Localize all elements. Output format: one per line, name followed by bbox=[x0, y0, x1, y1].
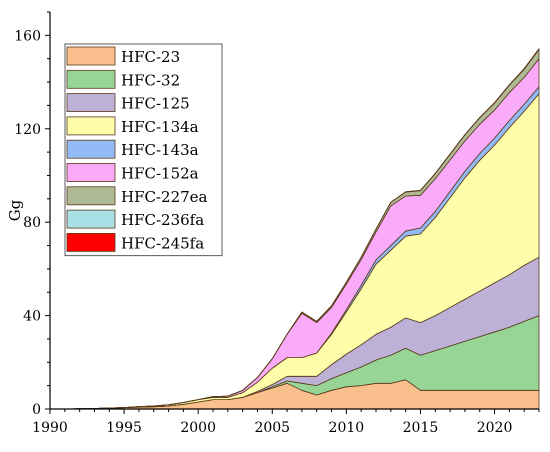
legend-label: HFC-143a bbox=[121, 141, 199, 159]
y-tick-label: 0 bbox=[32, 402, 41, 418]
legend-swatch bbox=[66, 69, 116, 89]
legend-swatch bbox=[66, 163, 116, 182]
legend-swatch bbox=[66, 46, 116, 66]
legend-label: HFC-125 bbox=[121, 95, 190, 113]
area-series-group bbox=[49, 48, 540, 410]
y-tick-label: 160 bbox=[14, 28, 41, 44]
y-tick-label: 80 bbox=[23, 215, 41, 231]
x-tick-label: 1995 bbox=[106, 420, 142, 436]
x-tick-label: 2015 bbox=[403, 420, 439, 436]
legend: HFC-23 HFC-32 HFC-125 HFC-134a HFC-143a HFC-1… bbox=[64, 43, 223, 257]
legend-label: HFC-134a bbox=[121, 118, 199, 136]
legend-label: HFC-245fa bbox=[121, 234, 204, 252]
x-tick-label: 1990 bbox=[32, 420, 68, 436]
x-tick-label: 2000 bbox=[180, 420, 216, 436]
legend-swatch bbox=[66, 116, 116, 136]
legend-swatch bbox=[66, 232, 116, 252]
legend-swatch bbox=[66, 93, 116, 112]
x-tick-label: 2005 bbox=[254, 420, 290, 436]
axes-group bbox=[49, 12, 539, 410]
y-axis-title: Gg bbox=[6, 199, 24, 221]
y-tick-label: 40 bbox=[23, 309, 41, 325]
legend-swatch bbox=[66, 186, 116, 206]
legend-swatch bbox=[66, 209, 116, 229]
x-tick-label: 2020 bbox=[477, 420, 513, 436]
x-tick-label: 2010 bbox=[329, 420, 365, 436]
y-tick-label: 120 bbox=[14, 122, 41, 138]
legend-label: HFC-236fa bbox=[121, 211, 204, 229]
legend-label: HFC-32 bbox=[121, 71, 180, 89]
legend-label: HFC-152a bbox=[121, 165, 199, 183]
legend-label: HFC-227ea bbox=[121, 188, 208, 206]
legend-swatch bbox=[66, 139, 116, 159]
tick-group: 1990 1995 2000 2005 2010 2015 2020 0 40 80 120 160 bbox=[14, 11, 540, 436]
legend-label: HFC-23 bbox=[121, 48, 180, 66]
area-series-8 bbox=[49, 48, 540, 410]
